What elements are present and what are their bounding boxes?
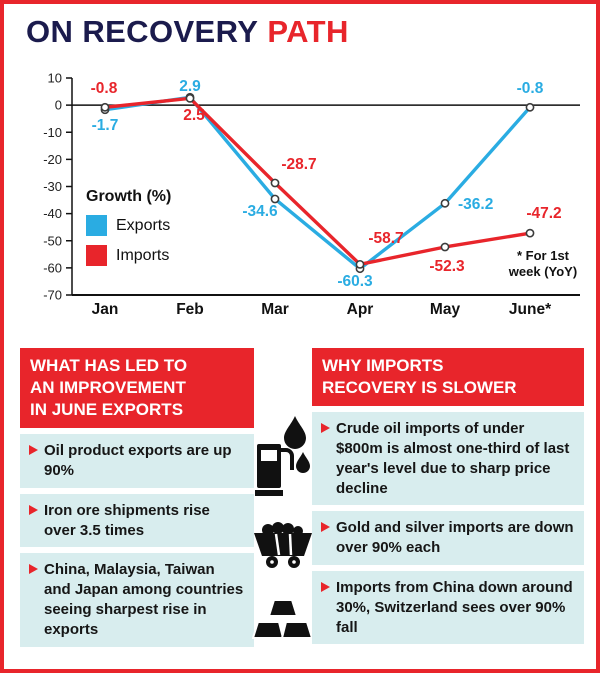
fuel-pump-drops-icon	[255, 416, 310, 496]
icons-column	[252, 348, 314, 666]
svg-text:Mar: Mar	[261, 301, 289, 318]
list-item: Imports from China down around 30%, Swit…	[312, 570, 584, 645]
arrow-bullet-icon	[321, 581, 330, 592]
svg-text:June*: June*	[509, 301, 552, 318]
exports-panel: WHAT HAS LED TO AN IMPROVEMENT IN JUNE E…	[20, 348, 254, 647]
svg-text:-58.7: -58.7	[368, 230, 403, 247]
list-item: Iron ore shipments rise over 3.5 times	[20, 493, 254, 548]
svg-text:-0.8: -0.8	[91, 80, 118, 97]
imports-panel-header: WHY IMPORTS RECOVERY IS SLOWER	[312, 348, 584, 407]
svg-text:May: May	[430, 301, 461, 318]
exports-swatch	[86, 215, 107, 236]
gold-bars-icon	[252, 599, 314, 639]
legend-title: Growth (%)	[86, 188, 172, 205]
arrow-bullet-icon	[29, 564, 38, 575]
growth-line-chart: 10 0 -10 -20 -30 -40 -50 -60 -70 Jan Feb Mar Apr May J…	[43, 71, 580, 318]
legend-imports: Imports	[86, 245, 171, 266]
svg-text:-30: -30	[43, 179, 62, 194]
svg-text:-40: -40	[43, 206, 62, 221]
svg-text:Apr: Apr	[347, 301, 374, 318]
svg-text:Jan: Jan	[92, 301, 119, 318]
svg-text:-47.2: -47.2	[526, 205, 561, 222]
title-accent: PATH	[267, 14, 349, 49]
svg-text:Feb: Feb	[176, 301, 204, 318]
list-item: China, Malaysia, Taiwan and Japan among …	[20, 553, 254, 647]
imports-panel: WHY IMPORTS RECOVERY IS SLOWER Crude oil…	[312, 348, 584, 645]
imports-swatch	[86, 245, 107, 266]
growth-chart: 10 0 -10 -20 -30 -40 -50 -60 -70 Jan Feb Mar Apr May J…	[14, 62, 590, 348]
arrow-bullet-icon	[321, 423, 330, 434]
svg-text:-20: -20	[43, 152, 62, 167]
svg-text:-70: -70	[43, 288, 62, 303]
svg-text:-0.8: -0.8	[517, 80, 544, 97]
svg-text:-60: -60	[43, 260, 62, 275]
arrow-bullet-icon	[29, 445, 38, 456]
svg-text:2.9: 2.9	[179, 78, 201, 95]
list-item-text: Iron ore shipments rise over 3.5 times	[44, 501, 210, 539]
arrow-bullet-icon	[321, 522, 330, 533]
list-item-text: Oil product exports are up 90%	[44, 442, 232, 480]
svg-text:-28.7: -28.7	[281, 156, 316, 173]
svg-text:-34.6: -34.6	[242, 203, 278, 220]
list-item-text: Imports from China down around 30%, Swit…	[336, 578, 573, 636]
svg-text:-10: -10	[43, 125, 62, 140]
arrow-bullet-icon	[29, 504, 38, 515]
svg-text:-50: -50	[43, 233, 62, 248]
exports-panel-header: WHAT HAS LED TO AN IMPROVEMENT IN JUNE E…	[20, 348, 254, 429]
legend-exports: Exports	[86, 215, 171, 236]
svg-text:-60.3: -60.3	[337, 273, 373, 290]
chart-legend: Growth (%) Exports Imports	[86, 188, 171, 266]
list-item-text: Gold and silver imports are down over 90…	[336, 519, 574, 557]
svg-text:0: 0	[55, 98, 62, 113]
page-title: ON RECOVERY PATH	[26, 14, 349, 50]
svg-text:-36.2: -36.2	[458, 196, 493, 213]
list-item-text: China, Malaysia, Taiwan and Japan among …	[44, 561, 244, 638]
legend-imports-label: Imports	[116, 246, 170, 264]
svg-text:-52.3: -52.3	[429, 258, 465, 275]
list-item: Oil product exports are up 90%	[20, 434, 254, 488]
svg-text:-1.7: -1.7	[92, 117, 119, 134]
mine-cart-icon	[254, 522, 312, 568]
svg-text:10: 10	[48, 71, 62, 86]
list-item: Gold and silver imports are down over 90…	[312, 511, 584, 565]
legend-exports-label: Exports	[116, 216, 171, 234]
svg-text:2.5: 2.5	[183, 107, 205, 124]
list-item: Crude oil imports of under $800m is almo…	[312, 412, 584, 506]
chart-note: * For 1st week (YoY)	[508, 248, 578, 280]
title-main: ON RECOVERY	[26, 14, 259, 49]
list-item-text: Crude oil imports of under $800m is almo…	[336, 420, 570, 497]
